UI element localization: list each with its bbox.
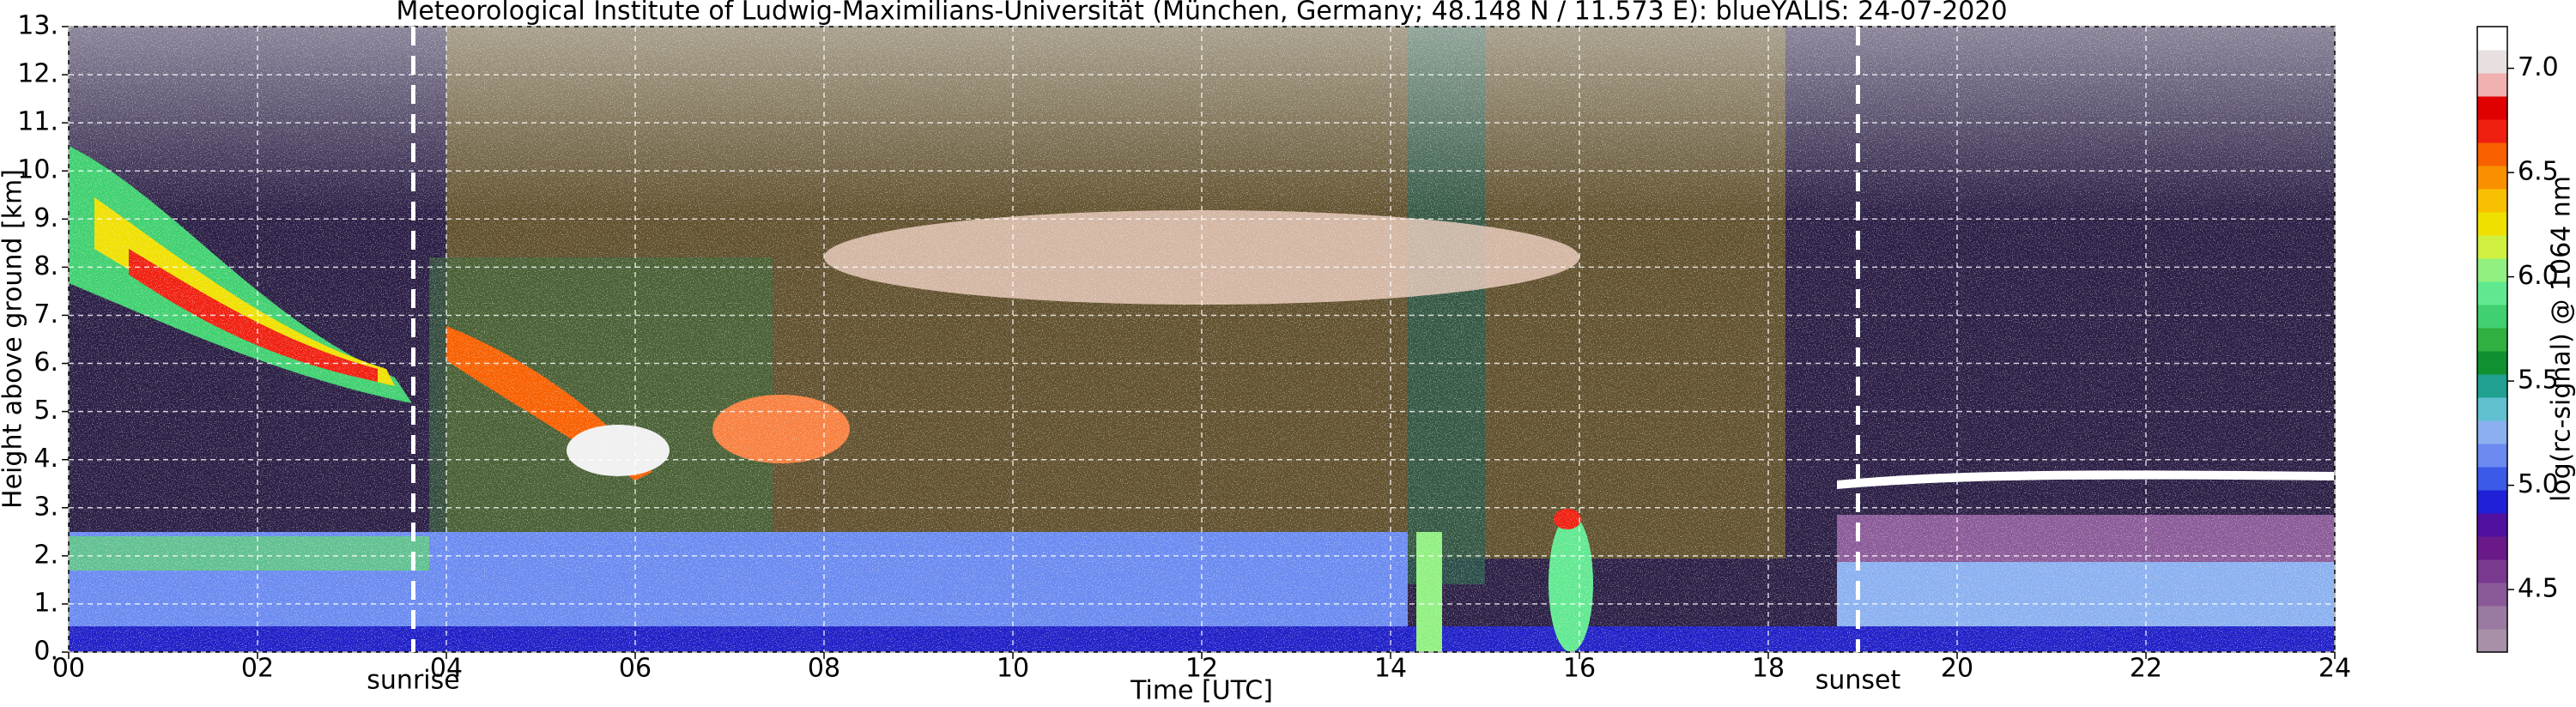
colorbar-band	[2477, 559, 2507, 583]
colorbar-band	[2477, 281, 2507, 305]
x-tick-label: 20	[1941, 654, 1973, 684]
colorbar-label: log(rc-signal) @ 1064 nm	[2547, 176, 2576, 502]
y-tick-label: 11.	[17, 107, 58, 137]
colorbar-band	[2477, 235, 2507, 259]
y-tick-label: 1.	[33, 588, 58, 618]
colorbar-band	[2477, 166, 2507, 190]
colorbar-tick-label: 6.5	[2518, 157, 2559, 187]
colorbar-tick-label: 4.5	[2518, 574, 2559, 604]
y-tick-label: 8.	[33, 251, 58, 281]
colorbar-frame	[2476, 26, 2508, 653]
colorbar-band	[2477, 444, 2507, 468]
y-tick-label: 3.	[33, 492, 58, 522]
y-tick-label: 5.	[33, 396, 58, 426]
x-tick-label: 12	[1185, 654, 1218, 684]
y-tick-label: 13.	[17, 11, 58, 41]
y-tick-label: 12.	[17, 59, 58, 89]
y-tick-label: 2.	[33, 540, 58, 570]
colorbar-band	[2477, 305, 2507, 329]
x-axis-label: Time [UTC]	[1130, 676, 1273, 706]
x-tick-label: 06	[619, 654, 652, 684]
colorbar-band	[2477, 96, 2507, 120]
y-tick-label: 0.	[33, 637, 58, 667]
colorbar-band	[2477, 629, 2507, 653]
chart-title: Meteorological Institute of Ludwig-Maxim…	[396, 0, 2007, 27]
colorbar-band	[2477, 583, 2507, 607]
colorbar-band	[2477, 397, 2507, 421]
x-tick-label: 14	[1374, 654, 1407, 684]
colorbar-tick-label: 5.5	[2518, 366, 2559, 396]
x-tick-label: 00	[52, 654, 85, 684]
colorbar-band	[2477, 142, 2507, 166]
x-tick-label: 16	[1563, 654, 1596, 684]
colorbar-band	[2477, 351, 2507, 375]
colorbar-tick-label: 5.0	[2518, 469, 2559, 499]
y-axis-label: Height above ground [km]	[0, 169, 28, 509]
y-tick-label: 7.	[33, 299, 58, 329]
colorbar-band	[2477, 374, 2507, 398]
x-tick-label: 04	[430, 654, 463, 684]
colorbar-band	[2477, 73, 2507, 97]
x-tick-label: 18	[1752, 654, 1785, 684]
y-tick-label: 9.	[33, 203, 58, 233]
colorbar-band	[2477, 420, 2507, 444]
colorbar-band	[2477, 328, 2507, 352]
colorbar-band	[2477, 467, 2507, 491]
x-tick-label: 22	[2130, 654, 2162, 684]
colorbar-band	[2477, 50, 2507, 74]
colorbar-band	[2477, 606, 2507, 630]
colorbar-tick-label: 7.0	[2518, 52, 2559, 82]
colorbar-band	[2477, 513, 2507, 537]
x-tick-label: 08	[808, 654, 840, 684]
colorbar-band	[2477, 212, 2507, 236]
colorbar-band	[2477, 536, 2507, 560]
colorbar-tick-label: 6.0	[2518, 261, 2559, 291]
y-tick-label: 6.	[33, 347, 58, 378]
y-tick-label: 10.	[17, 155, 58, 185]
x-tick-label: 10	[997, 654, 1029, 684]
colorbar-band	[2477, 258, 2507, 282]
annotation-label: sunrise	[367, 666, 459, 696]
colorbar-band	[2477, 119, 2507, 143]
colorbar-band	[2477, 490, 2507, 514]
x-tick-label: 24	[2318, 654, 2351, 684]
colorbar-band	[2477, 189, 2507, 213]
x-tick-label: 02	[241, 654, 274, 684]
y-tick-label: 4.	[33, 444, 58, 474]
annotation-label: sunset	[1815, 666, 1901, 696]
colorbar-band	[2477, 27, 2507, 51]
